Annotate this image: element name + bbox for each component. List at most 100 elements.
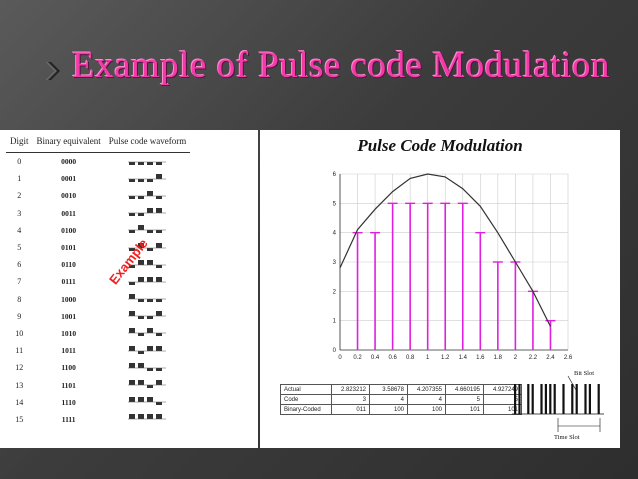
pcm-figure-panel: Pulse Code Modulation 0 0.2 0.4 0.6 0.8 1 1.2 1… bbox=[260, 130, 620, 448]
column-header-waveform: Pulse code waveform bbox=[104, 136, 191, 153]
value-row-label: Code bbox=[280, 394, 332, 405]
bit-pulse bbox=[147, 328, 154, 334]
digit-cell: 4 bbox=[17, 225, 22, 235]
bit-pulse bbox=[129, 311, 136, 317]
table-row: 9 1001 bbox=[6, 308, 190, 325]
table-row: 4 0100 bbox=[6, 222, 190, 239]
value-cell: 2.823212 bbox=[331, 384, 370, 395]
pulse-waveform-icon bbox=[128, 414, 167, 420]
waveform-cell bbox=[105, 291, 190, 308]
pulse-waveform-icon bbox=[128, 345, 167, 354]
table-row: 15 1111 bbox=[6, 411, 190, 428]
digit-table: Digit Binary equivalent Pulse code wavef… bbox=[6, 136, 191, 428]
waveform-cell bbox=[105, 170, 190, 187]
table-row: 12 1100 bbox=[6, 359, 190, 376]
bit-pulse bbox=[156, 311, 163, 317]
binary-cell: 0011 bbox=[61, 208, 76, 218]
bit-pulse bbox=[129, 247, 136, 251]
bit-diagram bbox=[512, 375, 604, 432]
pulse-waveform-icon bbox=[128, 208, 167, 217]
bit-pulse bbox=[129, 294, 136, 300]
x-tick-label: 1 bbox=[426, 355, 430, 361]
bit-bar bbox=[584, 384, 587, 414]
bit-pulse bbox=[129, 230, 136, 234]
bit-bar bbox=[575, 384, 578, 414]
bit-pulse bbox=[138, 276, 145, 282]
y-tick-label: 4 bbox=[333, 231, 337, 237]
binary-cell: 1011 bbox=[61, 346, 76, 356]
digit-cell: 3 bbox=[17, 208, 22, 218]
pulse-waveform-icon bbox=[128, 276, 167, 285]
digit-table-panel: Digit Binary equivalent Pulse code wavef… bbox=[0, 130, 258, 448]
x-tick-label: 1.4 bbox=[459, 355, 468, 361]
digit-cell: 14 bbox=[15, 397, 24, 407]
bit-bar bbox=[531, 384, 534, 414]
pulse-waveform-icon bbox=[128, 328, 167, 337]
bit-pulse bbox=[138, 380, 145, 386]
value-cell: 4 bbox=[369, 394, 408, 405]
waveform-cell bbox=[105, 205, 190, 222]
bit-pulse bbox=[147, 230, 154, 234]
bit-pulse bbox=[129, 264, 136, 268]
bit-bar bbox=[514, 384, 517, 414]
time-slot-label: Time Slot bbox=[554, 434, 580, 441]
bit-pulse bbox=[138, 178, 145, 182]
digit-cell: 7 bbox=[17, 277, 22, 287]
value-table: Actual 2.823212 3.58678 4.207355 4.660195 4.9… bbox=[280, 384, 522, 415]
bit-pulse bbox=[147, 208, 154, 214]
y-tick-label: 6 bbox=[333, 172, 337, 178]
bit-pulse bbox=[147, 247, 154, 251]
pulse-waveform-icon bbox=[128, 161, 167, 165]
pulse-waveform-icon bbox=[128, 311, 167, 320]
table-row: 3 0011 bbox=[6, 205, 190, 222]
bit-pulse bbox=[156, 299, 163, 303]
value-cell: 3 bbox=[331, 394, 370, 405]
x-tick-label: 1.6 bbox=[476, 355, 485, 361]
table-row: 14 1110 bbox=[6, 394, 190, 411]
value-cell: 5 bbox=[445, 394, 484, 405]
digit-cell: 0 bbox=[17, 157, 22, 167]
digit-cell: 11 bbox=[15, 346, 24, 356]
bit-pulse bbox=[138, 333, 145, 337]
bit-pulse bbox=[129, 362, 136, 368]
table-row: 5 0101 bbox=[6, 239, 190, 256]
bit-pulse bbox=[138, 316, 145, 320]
bit-bar bbox=[527, 384, 530, 414]
table-row: 2 0010 bbox=[6, 187, 190, 204]
pulse-waveform-icon bbox=[128, 173, 167, 182]
bit-slot-pointer bbox=[567, 375, 577, 391]
waveform-cell bbox=[105, 256, 190, 273]
bit-pulse bbox=[156, 264, 163, 268]
pulse-waveform-icon bbox=[128, 294, 167, 303]
bit-bar bbox=[562, 384, 565, 414]
waveform-cell bbox=[105, 308, 190, 325]
pulse-waveform-icon bbox=[128, 380, 167, 389]
value-cell: 4.207355 bbox=[407, 384, 446, 395]
x-tick-label: 0.8 bbox=[406, 355, 415, 361]
waveform-cell bbox=[105, 239, 190, 256]
binary-cell: 1101 bbox=[61, 380, 76, 390]
bit-pulse bbox=[156, 276, 163, 282]
slide-title: Example of Pulse code Modulation bbox=[72, 45, 611, 86]
digit-cell: 13 bbox=[15, 380, 24, 390]
table-row: 10 1010 bbox=[6, 325, 190, 342]
bit-pulse bbox=[129, 345, 136, 351]
bit-pulse bbox=[156, 333, 163, 337]
bit-pulse bbox=[138, 225, 145, 231]
bit-pulse bbox=[156, 414, 163, 420]
x-tick-label: 2.6 bbox=[564, 355, 573, 361]
binary-cell: 0100 bbox=[61, 225, 77, 235]
x-tick-label: 1.8 bbox=[494, 355, 503, 361]
bit-pulse bbox=[147, 367, 154, 371]
bit-pulse bbox=[138, 350, 145, 354]
waveform-cell bbox=[105, 222, 190, 239]
bit-pulse bbox=[147, 161, 154, 165]
table-row: 1 0001 bbox=[6, 170, 190, 187]
digit-cell: 5 bbox=[17, 243, 22, 253]
waveform-cell bbox=[105, 411, 190, 428]
chevron-right-icon bbox=[45, 62, 60, 80]
bit-pulse bbox=[138, 414, 145, 420]
waveform-cell bbox=[105, 187, 190, 204]
y-tick-label: 1 bbox=[333, 319, 337, 325]
bit-pulse bbox=[129, 281, 136, 285]
